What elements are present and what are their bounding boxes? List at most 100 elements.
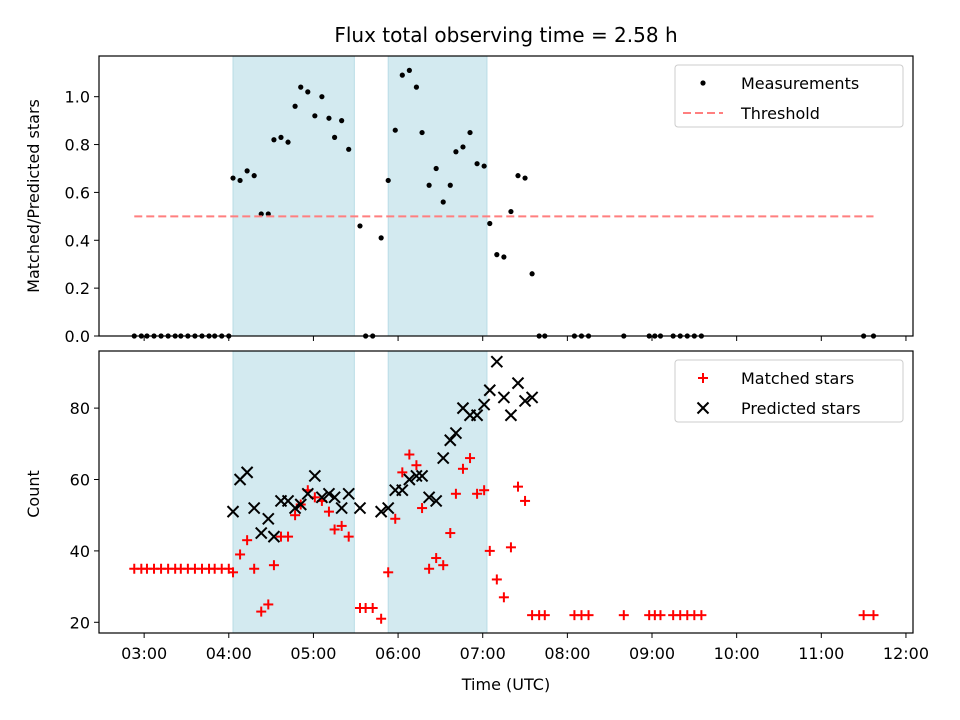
predicted-star-point (322, 487, 336, 500)
top-y-tick-label: 0.6 (65, 183, 90, 202)
measurement-point (474, 161, 480, 167)
top-y-tick-label: 0.2 (65, 279, 90, 298)
matched-star-point (655, 610, 666, 621)
matched-star-point (450, 488, 461, 499)
measurement-point (385, 177, 391, 184)
bottom-y-tick-label: 20 (70, 613, 90, 632)
matched-star-point (618, 610, 629, 621)
bottom-y-tick-label: 40 (70, 542, 90, 561)
matched-star-point (431, 553, 442, 564)
measurement-point (230, 175, 236, 181)
predicted-star-point (518, 394, 532, 408)
matched-star-point (520, 495, 531, 506)
predicted-star-point (240, 466, 254, 479)
predicted-star-point (525, 391, 539, 404)
top-shaded-interval (232, 55, 355, 337)
matched-star-point (445, 528, 456, 539)
matched-star-point (539, 610, 550, 621)
measurement-point (331, 134, 338, 140)
top-y-axis-label: Matched/Predicted stars (24, 99, 43, 293)
matched-star-point (491, 574, 502, 585)
top-y-tick-label: 1.0 (65, 88, 90, 107)
matched-star-point (457, 463, 468, 474)
predicted-star-point (226, 505, 240, 518)
matched-star-point (512, 481, 523, 492)
x-tick-label: 07:00 (460, 644, 506, 663)
predicted-star-point (449, 426, 463, 440)
predicted-star-point (288, 501, 302, 515)
measurement-point (419, 129, 425, 136)
measurement-point (501, 254, 507, 260)
predicted-star-point (483, 384, 496, 397)
measurement-point (460, 144, 466, 150)
matched-star-point (868, 610, 879, 621)
matched-star-point (383, 567, 394, 578)
matched-star-point (479, 485, 490, 496)
measurement-point (515, 173, 521, 179)
matched-star-point (438, 560, 449, 571)
predicted-star-point (504, 409, 518, 422)
top-y-tick-label: 0.0 (65, 327, 90, 346)
measurement-point (522, 175, 528, 181)
matched-star-point (249, 563, 260, 574)
measurement-point (481, 163, 487, 169)
predicted-star-point (497, 391, 511, 404)
x-tick-label: 08:00 (544, 644, 590, 663)
measurement-point (271, 137, 277, 143)
x-tick-label: 09:00 (629, 644, 675, 663)
measurement-point (399, 72, 405, 78)
top-axes: 0.0 0.2 0.4 0.6 0.8 1.0 Measurements Threshold (65, 55, 914, 346)
bottom-shaded-interval (232, 350, 355, 634)
measurement-point (339, 118, 345, 124)
measurement-point (426, 182, 432, 188)
predicted-star-point (342, 487, 355, 500)
matched-star-point (472, 488, 483, 499)
predicted-star-point (267, 530, 281, 543)
measurement-point (278, 134, 284, 140)
measurement-point (292, 103, 298, 109)
measurement-point (508, 208, 514, 215)
predicted-star-point (353, 501, 367, 515)
x-tick-label: 05:00 (290, 644, 336, 663)
predicted-star-point (403, 473, 416, 486)
matched-star-point (283, 531, 294, 542)
measurement-point (392, 127, 398, 133)
matched-star-point (417, 503, 428, 514)
predicted-star-point (470, 409, 484, 422)
measurement-point (312, 113, 318, 119)
chart-title: Flux total observing time = 2.58 h (334, 23, 677, 47)
measurement-point (258, 211, 264, 217)
measurement-point (357, 223, 363, 229)
predicted-star-point (315, 491, 329, 504)
predicted-star-point (429, 494, 443, 508)
top-y-tick-label: 0.4 (65, 231, 90, 250)
bottom-axes: 20 40 60 80 03:00 04:00 05:00 06:00 07:00 08:00 09… (70, 350, 929, 663)
bottom-legend-box (674, 359, 904, 423)
legend-label: Matched stars (741, 369, 854, 388)
x-tick-label: 04:00 (206, 644, 252, 663)
predicted-star-point (247, 501, 261, 515)
measurement-point (237, 177, 243, 184)
predicted-legend-swatch (696, 401, 710, 415)
predicted-star-point (422, 491, 436, 504)
measurement-point (494, 252, 500, 258)
predicted-star-point (437, 451, 450, 465)
matched-star-point (505, 542, 516, 553)
x-tick-label: 12:00 (883, 644, 929, 663)
matched-star-point (263, 599, 274, 610)
matched-star-point (323, 506, 334, 517)
measurement-point (326, 115, 332, 121)
matched-star-point (329, 524, 340, 535)
predicted-star-point (301, 487, 314, 500)
matched-star-point (242, 535, 253, 546)
matched-star-point (228, 567, 239, 578)
predicted-star-point (335, 501, 348, 515)
measurement-point (433, 165, 439, 172)
predicted-star-point (396, 484, 409, 497)
x-tick-label: 03:00 (121, 644, 167, 663)
predicted-star-point (328, 491, 341, 504)
predicted-star-point (410, 469, 423, 483)
predicted-star-point (374, 505, 388, 518)
matched-star-point (484, 545, 495, 556)
measurement-point (529, 271, 535, 277)
